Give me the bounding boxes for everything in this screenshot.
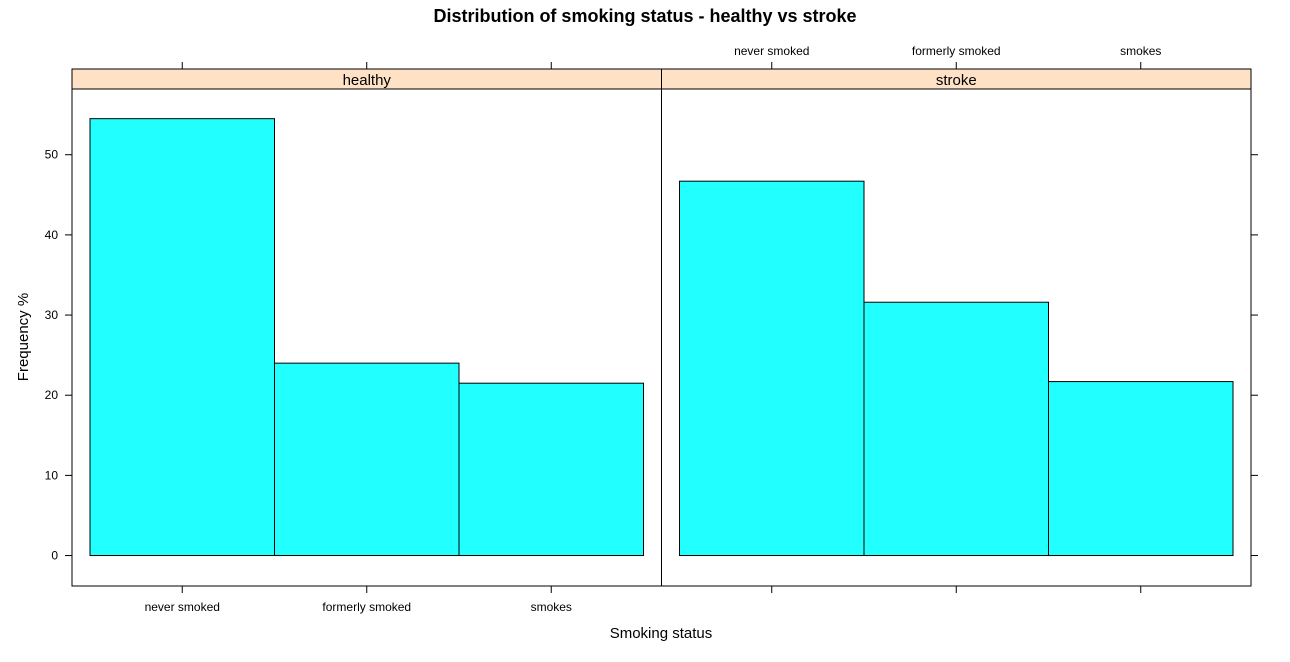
y-tick-label-1: 0 xyxy=(51,549,58,563)
panel-stroke: stroke never smoked formerly smoked smokes xyxy=(661,44,1252,593)
x-tick-label-bottom-3: smokes xyxy=(531,600,572,614)
bar-stroke-3 xyxy=(1048,381,1234,557)
x-axis-label: Smoking status xyxy=(610,625,713,642)
bar-healthy-3 xyxy=(458,382,644,557)
bar-healthy-2 xyxy=(274,362,460,557)
strip-label-stroke: stroke xyxy=(936,72,977,89)
strip-label-healthy: healthy xyxy=(343,72,392,89)
x-tick-label-top-1: never smoked xyxy=(734,44,809,58)
panel-healthy: healthy never smoked formerly smoked smokes xyxy=(71,62,662,614)
x-tick-label-top-3: smokes xyxy=(1120,44,1161,58)
y-tick-label-6: 50 xyxy=(45,148,59,162)
panels-layer: healthy never smoked formerly smoked smokes… xyxy=(45,44,1258,614)
y-axis-label: Frequency % xyxy=(15,293,32,381)
bar-stroke-2 xyxy=(863,301,1049,557)
chart-title: Distribution of smoking status - healthy… xyxy=(433,6,856,26)
y-tick-label-2: 10 xyxy=(45,468,59,482)
x-tick-label-bottom-1: never smoked xyxy=(145,600,220,614)
y-tick-label-3: 20 xyxy=(45,388,59,402)
bar-stroke-1 xyxy=(679,180,865,557)
y-tick-label-5: 40 xyxy=(45,228,59,242)
x-tick-label-top-2: formerly smoked xyxy=(912,44,1001,58)
y-tick-label-4: 30 xyxy=(45,308,59,322)
bar-healthy-1 xyxy=(89,118,275,557)
x-tick-label-bottom-2: formerly smoked xyxy=(322,600,411,614)
